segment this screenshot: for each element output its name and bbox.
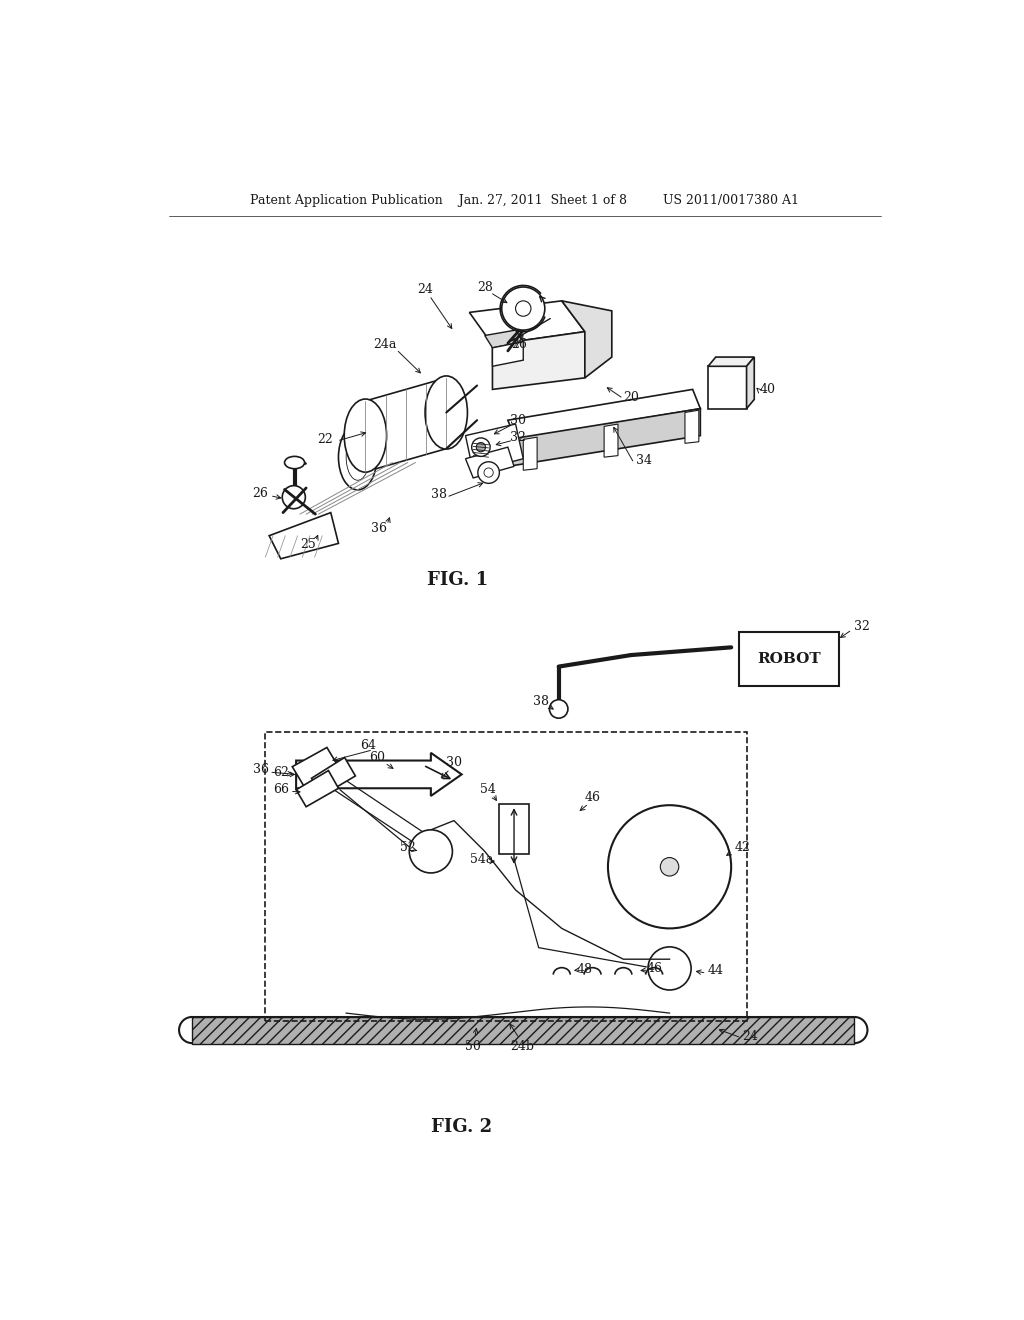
Polygon shape [296,752,462,796]
Text: 66: 66 [273,783,290,796]
Polygon shape [292,747,339,785]
Circle shape [478,462,500,483]
Text: 38: 38 [430,487,446,500]
Ellipse shape [425,376,467,449]
Circle shape [410,830,453,873]
Text: FIG. 1: FIG. 1 [427,572,488,589]
Text: 22: 22 [317,433,333,446]
Polygon shape [746,358,755,409]
Text: Patent Application Publication    Jan. 27, 2011  Sheet 1 of 8         US 2011/00: Patent Application Publication Jan. 27, … [250,194,800,207]
Text: 42: 42 [735,841,751,854]
Circle shape [283,486,305,508]
Text: 36: 36 [254,763,269,776]
Polygon shape [466,424,523,471]
Text: 64: 64 [359,739,376,751]
Ellipse shape [339,425,377,490]
Text: 30: 30 [446,756,462,770]
Polygon shape [493,342,523,367]
Polygon shape [269,512,339,558]
Circle shape [608,805,731,928]
Text: 62: 62 [273,766,290,779]
Ellipse shape [285,457,304,469]
Text: 52: 52 [400,841,416,854]
Text: 48: 48 [577,962,593,975]
Polygon shape [708,358,755,367]
Text: 54: 54 [480,783,496,796]
Text: 54a: 54a [470,853,494,866]
Polygon shape [508,389,700,440]
Text: 34: 34 [636,454,652,467]
Text: FIG. 2: FIG. 2 [431,1118,493,1137]
Polygon shape [562,301,611,378]
Circle shape [476,442,485,451]
Polygon shape [685,411,698,444]
Text: 25: 25 [300,539,315,552]
Polygon shape [708,367,746,409]
Circle shape [515,301,531,317]
Text: ROBOT: ROBOT [757,652,820,665]
Text: 32: 32 [854,620,870,634]
Text: 36: 36 [372,521,387,535]
Text: 60: 60 [369,751,385,764]
Circle shape [550,700,568,718]
Bar [739,632,839,686]
Circle shape [502,286,545,330]
Text: 40: 40 [760,383,776,396]
Text: 30: 30 [510,413,526,426]
Text: 32: 32 [510,430,525,444]
Polygon shape [508,409,700,466]
Polygon shape [193,1016,854,1044]
Text: 28: 28 [477,281,493,294]
Polygon shape [493,331,585,389]
Circle shape [472,438,490,457]
Bar [265,733,746,1020]
Text: 26: 26 [511,338,527,351]
Polygon shape [466,447,514,478]
Text: 26: 26 [252,487,268,500]
Text: 38: 38 [532,694,549,708]
Polygon shape [469,301,585,345]
Text: 24: 24 [417,282,432,296]
Text: 50: 50 [465,1040,481,1053]
Circle shape [484,469,494,478]
Text: 24b: 24b [510,1040,534,1053]
Text: 44: 44 [708,964,724,977]
Ellipse shape [346,434,370,480]
Polygon shape [311,758,355,796]
Text: 46: 46 [646,962,663,975]
Ellipse shape [344,399,387,473]
Text: 20: 20 [624,391,639,404]
Polygon shape [484,330,523,348]
Bar [499,804,529,854]
Text: 24a: 24a [373,338,396,351]
Polygon shape [296,771,339,807]
Circle shape [660,858,679,876]
Polygon shape [523,437,538,470]
Text: 24: 24 [742,1030,759,1043]
Polygon shape [604,424,617,457]
Circle shape [648,946,691,990]
Text: 46: 46 [585,791,600,804]
